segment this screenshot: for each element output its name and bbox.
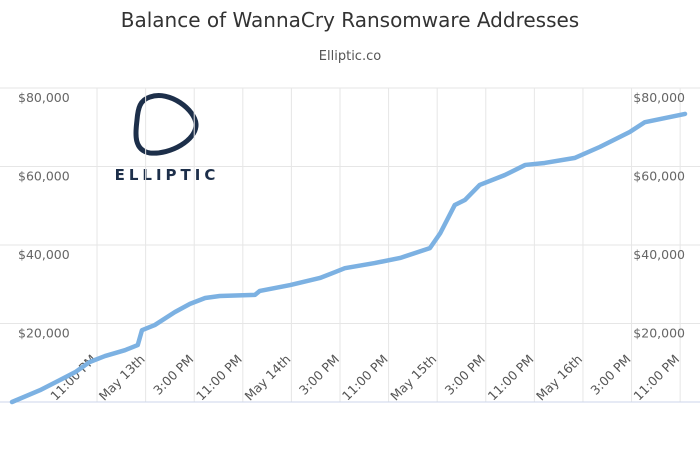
y-tick-label: $20,000 xyxy=(18,326,70,341)
logo-text: ELLIPTIC xyxy=(115,166,220,184)
x-tick-label: 3:00 PM xyxy=(296,352,342,398)
y2-tick-label: $80,000 xyxy=(633,90,685,105)
logo-mark xyxy=(133,93,199,156)
x-tick-label: May 15th xyxy=(387,352,439,404)
y2-tick-label: $40,000 xyxy=(633,247,685,262)
y2-tick-label: $20,000 xyxy=(633,326,685,341)
y2-tick-label: $60,000 xyxy=(633,169,685,184)
y-tick-label: $60,000 xyxy=(18,169,70,184)
data-line xyxy=(9,111,688,405)
x-tick-label: 3:00 PM xyxy=(442,352,488,398)
x-tick-label: May 16th xyxy=(533,352,585,404)
y-tick-label: $40,000 xyxy=(18,247,70,262)
x-tick-label: May 14th xyxy=(242,352,294,404)
x-tick-label: 11:00 PM xyxy=(630,352,682,404)
x-tick-label: May 13th xyxy=(96,352,148,404)
x-tick-label: 3:00 PM xyxy=(150,352,196,398)
logo: ELLIPTIC xyxy=(115,93,220,184)
chart-subtitle: Elliptic.co xyxy=(319,49,381,64)
x-tick-label: 11:00 PM xyxy=(339,352,391,404)
chart-title: Balance of WannaCry Ransomware Addresses xyxy=(121,8,579,32)
x-tick-label: 3:00 PM xyxy=(587,352,633,398)
x-tick-label: 11:00 PM xyxy=(485,352,537,404)
plot xyxy=(0,87,700,402)
x-tick-label: 11:00 PM xyxy=(193,352,245,404)
y-tick-label: $80,000 xyxy=(18,90,70,105)
